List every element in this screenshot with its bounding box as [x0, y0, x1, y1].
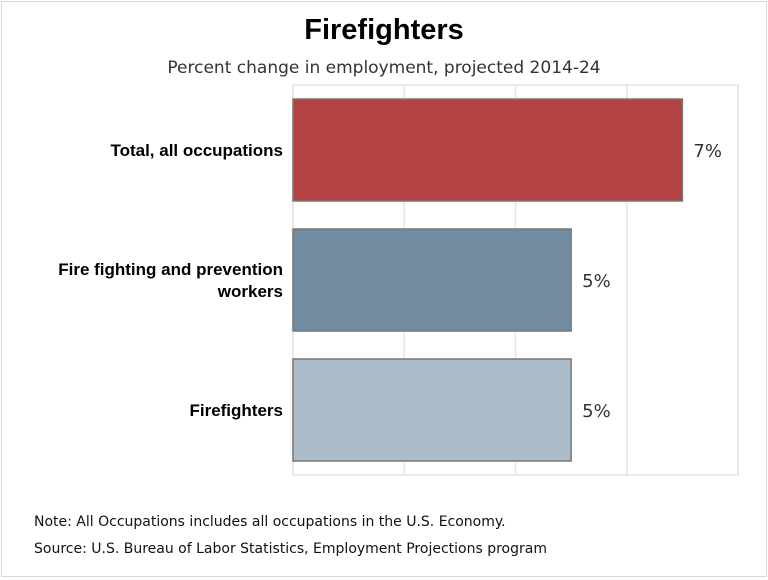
chart-title: Firefighters [304, 14, 464, 46]
chart-note: Note: All Occupations includes all occup… [34, 514, 506, 530]
category-label-line: Firefighters [189, 401, 283, 420]
category-label: Fire fighting and prevention workers [58, 260, 283, 301]
data-label: 5% [582, 271, 611, 292]
category-label: Firefighters [189, 401, 283, 420]
chart-source: Source: U.S. Bureau of Labor Statistics,… [34, 541, 547, 557]
category-label-line: Total, all occupations [110, 141, 283, 160]
data-label: 7% [693, 141, 722, 162]
bar [292, 98, 684, 202]
category-label-line: Fire fighting and prevention [58, 260, 283, 279]
chart-subtitle: Percent change in employment, projected … [167, 58, 601, 78]
category-label-line: workers [217, 282, 283, 301]
bar [292, 228, 572, 332]
category-label: Total, all occupations [110, 141, 283, 160]
data-label: 5% [582, 401, 611, 422]
bar [292, 358, 572, 462]
